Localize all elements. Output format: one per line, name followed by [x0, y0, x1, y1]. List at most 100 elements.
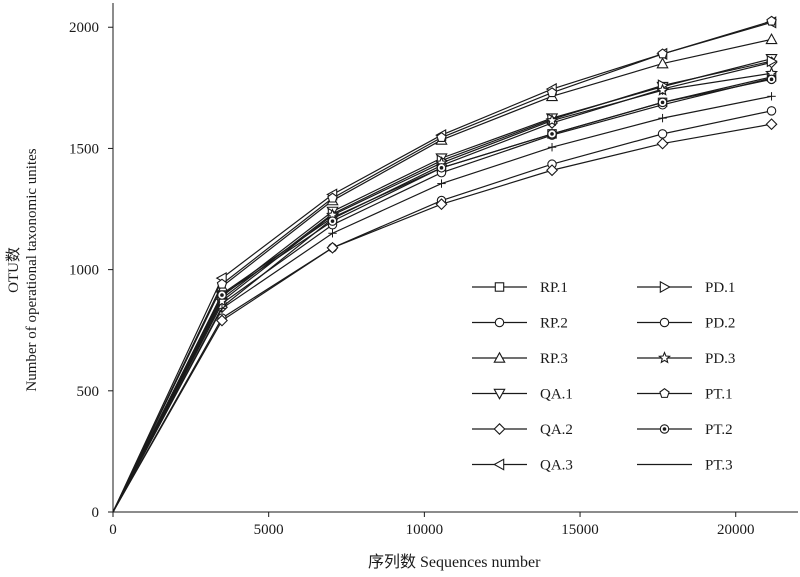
marker-shape — [326, 241, 339, 254]
legend-marker — [659, 388, 670, 398]
marker-shape — [436, 132, 447, 142]
data-point — [437, 179, 446, 188]
legend-item-pd-1: PD.1 — [637, 280, 735, 296]
legend-label: QA.1 — [540, 387, 573, 403]
marker-dot — [660, 100, 665, 105]
marker-shape — [546, 87, 558, 98]
legend-label: PD.2 — [705, 316, 735, 332]
data-point — [547, 129, 557, 139]
marker-shape — [494, 282, 505, 292]
marker-shape — [765, 118, 778, 131]
legend-marker — [659, 280, 671, 294]
x-axis-label: 序列数 Sequences number — [368, 554, 541, 571]
legend-label: QA.2 — [540, 422, 573, 438]
marker-dot — [439, 166, 444, 170]
y-axis-label: OTU数 Number of operational taxonomic uni… — [5, 105, 45, 435]
series-line — [112, 58, 772, 513]
marker-shape — [657, 129, 668, 139]
marker-shape — [766, 106, 777, 116]
x-tick-label: 10000 — [406, 522, 444, 538]
marker-shape — [494, 317, 505, 328]
legend-item-rp-3: RP.3 — [472, 351, 568, 367]
series-unlabelled-12 — [112, 118, 778, 513]
data-point — [546, 87, 558, 98]
marker-shape — [327, 192, 338, 203]
marker-shape — [493, 351, 506, 363]
data-point — [327, 216, 338, 226]
marker-shape — [659, 317, 670, 328]
marker-shape — [656, 83, 670, 96]
series-pt-2 — [112, 74, 777, 513]
legend-label: PD.3 — [705, 351, 735, 367]
data-point — [656, 57, 669, 69]
data-point — [658, 113, 667, 123]
legend-item-qa-2: QA.2 — [472, 422, 573, 438]
marker-shape — [216, 278, 228, 289]
legend-label: PT.2 — [705, 422, 733, 438]
y-axis-label-line1: OTU数 — [6, 247, 22, 293]
data-point — [326, 241, 339, 254]
y-tick-label: 2000 — [69, 20, 99, 36]
marker-shape — [493, 388, 506, 400]
series-pt-1 — [112, 15, 777, 513]
data-point — [435, 198, 448, 211]
legend-marker — [493, 351, 506, 363]
legend-item-rp-1: RP.1 — [472, 280, 568, 296]
legend-item-pt-3: PT.3 — [637, 458, 733, 474]
marker-dot — [220, 293, 224, 297]
data-point — [547, 143, 557, 152]
marker-shape — [493, 423, 506, 435]
marker-shape — [656, 57, 669, 69]
y-tick-label: 1500 — [69, 141, 99, 157]
data-point — [216, 278, 228, 289]
legend-marker — [494, 317, 505, 328]
data-point — [217, 290, 227, 300]
legend-label: PD.1 — [705, 280, 735, 296]
data-point — [436, 163, 447, 173]
y-tick-label: 500 — [77, 384, 100, 400]
data-point — [766, 15, 777, 26]
data-point — [766, 55, 778, 68]
marker-shape — [215, 314, 228, 327]
data-point — [657, 48, 668, 59]
marker-dot — [769, 77, 774, 82]
legend-marker — [657, 351, 672, 364]
data-point — [217, 304, 227, 313]
y-tick-label: 0 — [92, 505, 100, 521]
legend-item-pd-3: PD.3 — [637, 351, 735, 367]
legend: RP.1 RP.2 RP.3 QA.1 QA.2 QA.3 PD.1 PD.2 PD.3 PT.1… — [472, 280, 735, 474]
legend-label: RP.1 — [540, 280, 568, 296]
marker-shape — [766, 15, 777, 26]
data-point — [546, 164, 559, 177]
legend-item-pd-2: PD.2 — [637, 316, 735, 332]
series-rp-3 — [112, 33, 778, 513]
marker-shape — [659, 388, 670, 398]
marker-shape — [215, 294, 229, 307]
data-point — [657, 129, 668, 139]
series-qa-1 — [112, 53, 778, 513]
legend-item-pt-1: PT.1 — [637, 387, 733, 403]
marker-dot — [662, 427, 667, 431]
legend-label: PT.1 — [705, 387, 733, 403]
legend-label: RP.2 — [540, 316, 568, 332]
marker-shape — [657, 48, 668, 59]
legend-marker — [659, 424, 670, 434]
y-tick-label: 1000 — [69, 263, 99, 279]
marker-shape — [656, 137, 669, 150]
marker-shape — [766, 55, 778, 68]
marker-shape — [765, 33, 778, 45]
marker-dot — [330, 219, 335, 223]
series-line — [112, 21, 772, 513]
legend-label: QA.3 — [540, 458, 573, 474]
legend-item-qa-3: QA.3 — [472, 458, 573, 474]
legend-item-qa-1: QA.1 — [472, 387, 573, 403]
legend-marker — [659, 317, 670, 328]
data-point — [767, 92, 776, 101]
legend-marker — [493, 388, 506, 400]
legend-label: RP.3 — [540, 351, 568, 367]
series-group — [112, 15, 779, 513]
series-qa-2 — [112, 56, 778, 513]
